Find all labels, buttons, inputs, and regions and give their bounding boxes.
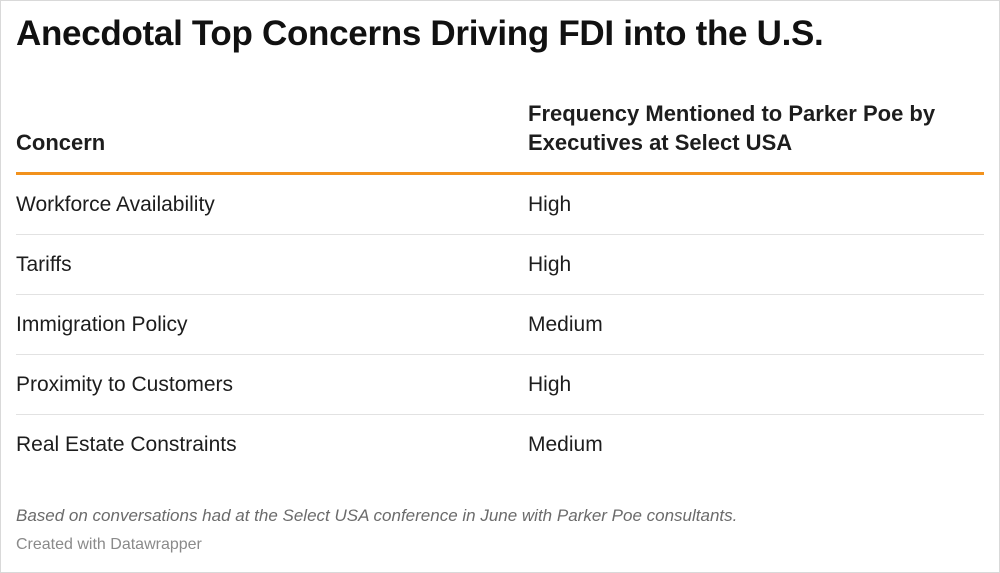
- table-row: Immigration Policy Medium: [16, 295, 984, 355]
- cell-concern: Workforce Availability: [16, 193, 215, 216]
- cell-concern: Proximity to Customers: [16, 373, 234, 396]
- cell-concern: Real Estate Constraints: [16, 433, 237, 456]
- table-row: Proximity to Customers High: [16, 355, 984, 415]
- table-header: Concern Frequency Mentioned to Parker Po…: [16, 98, 984, 175]
- table-row: Real Estate Constraints Medium: [16, 415, 984, 474]
- cell-frequency: High: [528, 373, 572, 396]
- data-table: Concern Frequency Mentioned to Parker Po…: [16, 98, 984, 474]
- table-row: Tariffs High: [16, 235, 984, 295]
- table-row: Workforce Availability High: [16, 175, 984, 235]
- column-header-concern: Concern: [16, 130, 106, 155]
- cell-concern: Immigration Policy: [16, 313, 188, 336]
- chart-title: Anecdotal Top Concerns Driving FDI into …: [16, 14, 824, 53]
- chart-notes: Based on conversations had at the Select…: [16, 506, 738, 525]
- datawrapper-credit: Created with Datawrapper: [16, 536, 202, 553]
- cell-concern: Tariffs: [16, 253, 72, 276]
- cell-frequency: Medium: [528, 433, 603, 456]
- column-header-frequency: Frequency Mentioned to Parker Poe by Exe…: [528, 101, 936, 155]
- cell-frequency: High: [528, 253, 572, 276]
- cell-frequency: High: [528, 193, 572, 216]
- cell-frequency: Medium: [528, 313, 603, 336]
